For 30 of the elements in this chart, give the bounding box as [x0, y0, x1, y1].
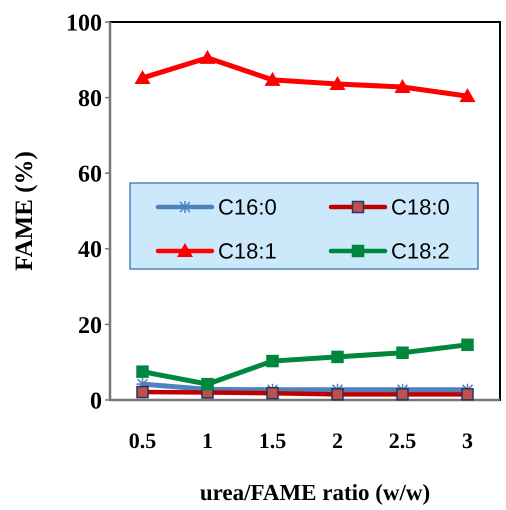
point — [266, 354, 279, 368]
y-tick-label: 0 — [90, 388, 102, 414]
x-axis-title: urea/FAME ratio (w/w) — [200, 480, 430, 505]
legend-label: C16:0 — [218, 194, 277, 220]
point — [136, 365, 149, 378]
y-tick-label: 20 — [78, 312, 102, 339]
point — [264, 72, 280, 86]
point — [460, 88, 476, 102]
x-tick-label: 0.5 — [128, 428, 156, 453]
legend-label: C18:1 — [218, 238, 277, 264]
point — [200, 50, 216, 64]
y-tick-label: 100 — [66, 10, 102, 36]
point — [461, 338, 474, 352]
point — [396, 346, 409, 359]
y-tick-label: 60 — [78, 162, 102, 188]
x-tick-label: 2 — [332, 428, 343, 453]
point — [134, 70, 150, 84]
legend-label: C18:2 — [391, 238, 450, 264]
y-tick-label: 80 — [78, 86, 102, 112]
point — [201, 378, 214, 390]
point — [330, 76, 346, 90]
x-tick-label: 2.5 — [388, 428, 416, 453]
x-tick-label: 1.5 — [258, 428, 286, 453]
legend-label: C18:0 — [391, 194, 450, 220]
x-tick-label: 1 — [202, 428, 213, 453]
x-tick-label: 3 — [462, 428, 473, 453]
y-tick-label: 40 — [78, 237, 102, 264]
y-axis-title: FAME (%) — [11, 151, 38, 271]
point — [331, 350, 344, 364]
point — [394, 79, 410, 94]
